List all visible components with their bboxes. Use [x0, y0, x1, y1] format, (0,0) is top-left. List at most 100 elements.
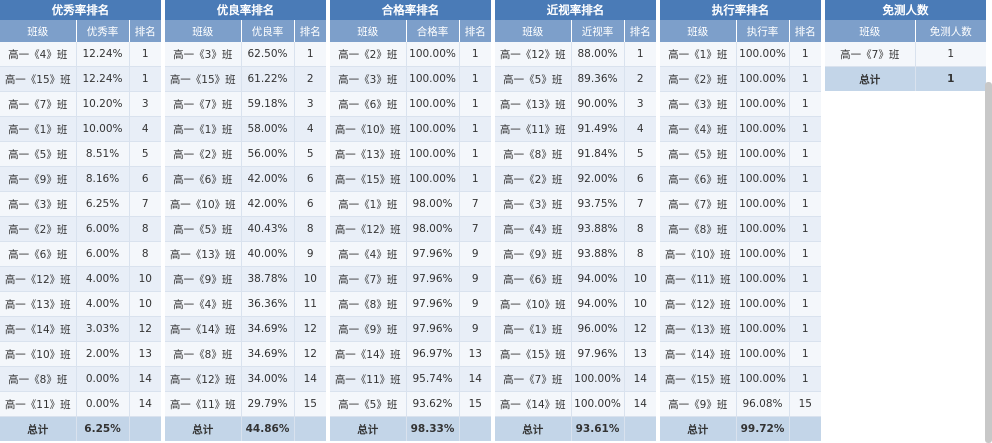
table-row: 高一《13》班 90.00% 3 [495, 91, 656, 117]
rank-cell: 7 [459, 191, 491, 217]
column-header-rate[interactable]: 近视率 [571, 20, 625, 42]
rank-cell: 11 [294, 291, 326, 317]
rank-cell: 7 [624, 191, 656, 217]
class-cell: 高一《13》班 [495, 91, 572, 117]
class-cell: 高一《12》班 [165, 366, 242, 392]
rate-cell: 91.84% [571, 141, 625, 167]
column-header-class[interactable]: 班级 [495, 20, 572, 42]
table-row: 高一《1》班 58.00% 4 [165, 116, 326, 142]
rate-cell: 100.00% [736, 241, 790, 267]
rank-cell: 3 [129, 91, 161, 117]
rank-cell: 10 [129, 266, 161, 292]
rank-cell: 14 [129, 391, 161, 417]
rate-cell: 10.00% [76, 116, 130, 142]
table-row: 高一《1》班 10.00% 4 [0, 116, 161, 142]
rank-cell: 14 [624, 391, 656, 417]
column-header-rate[interactable]: 优良率 [241, 20, 295, 42]
table-row: 高一《15》班 100.00% 1 [330, 166, 491, 192]
panel-title: 优良率排名 [165, 0, 326, 20]
vertical-scrollbar[interactable] [985, 82, 992, 443]
column-header-rank[interactable]: 排名 [129, 20, 161, 42]
rate-cell: 97.96% [571, 341, 625, 367]
column-header-rank[interactable]: 排名 [459, 20, 491, 42]
column-header-rate[interactable]: 优秀率 [76, 20, 130, 42]
class-cell: 高一《4》班 [495, 216, 572, 242]
total-label: 总计 [165, 416, 242, 441]
class-cell: 高一《11》班 [330, 366, 407, 392]
rate-cell: 34.00% [241, 366, 295, 392]
column-header-class[interactable]: 班级 [825, 20, 916, 42]
class-cell: 高一《3》班 [0, 191, 77, 217]
table-row: 高一《5》班 93.62% 15 [330, 391, 491, 417]
rank-cell: 3 [624, 91, 656, 117]
class-cell: 高一《13》班 [165, 241, 242, 267]
column-header-rank[interactable]: 排名 [294, 20, 326, 42]
table-row: 高一《7》班 1 [825, 42, 986, 67]
rate-cell: 100.00% [736, 66, 790, 92]
rate-cell: 62.50% [241, 42, 295, 67]
total-rank [624, 416, 656, 441]
rate-cell: 34.69% [241, 316, 295, 342]
column-header-rank[interactable]: 排名 [624, 20, 656, 42]
column-header-rate[interactable]: 执行率 [736, 20, 790, 42]
column-header-rate[interactable]: 合格率 [406, 20, 460, 42]
table-row: 高一《6》班 42.00% 6 [165, 166, 326, 192]
column-header-class[interactable]: 班级 [165, 20, 242, 42]
table-row: 高一《8》班 97.96% 9 [330, 291, 491, 317]
rate-cell: 100.00% [736, 291, 790, 317]
column-header-class[interactable]: 班级 [660, 20, 737, 42]
rank-cell: 1 [789, 266, 821, 292]
table-row: 高一《7》班 100.00% 1 [660, 191, 821, 217]
class-cell: 高一《10》班 [660, 241, 737, 267]
class-cell: 高一《9》班 [330, 316, 407, 342]
rate-cell: 12.24% [76, 42, 130, 67]
column-header-exempt-count[interactable]: 免测人数 [915, 20, 986, 42]
exempt-table: 班级 免测人数 高一《7》班 1 总计 1 [825, 20, 986, 91]
total-value: 99.72% [736, 416, 790, 441]
rank-cell: 1 [789, 141, 821, 167]
rank-cell: 1 [789, 166, 821, 192]
good-rate-ranking-panel: 优良率排名 班级 优良率 排名 高一《3》班 62.50% 1 高一《15》班 61.… [165, 0, 326, 441]
rank-cell: 6 [294, 191, 326, 217]
class-cell: 高一《2》班 [495, 166, 572, 192]
rank-cell: 8 [624, 241, 656, 267]
table-row: 高一《11》班 0.00% 14 [0, 391, 161, 417]
rank-cell: 9 [459, 316, 491, 342]
column-header-class[interactable]: 班级 [0, 20, 77, 42]
class-cell: 高一《6》班 [165, 166, 242, 192]
column-header-rank[interactable]: 排名 [789, 20, 821, 42]
class-cell: 高一《8》班 [165, 341, 242, 367]
table-row: 高一《7》班 59.18% 3 [165, 91, 326, 117]
table-row: 高一《2》班 6.00% 8 [0, 216, 161, 242]
table-row: 高一《4》班 100.00% 1 [660, 116, 821, 142]
rank-cell: 1 [789, 42, 821, 67]
rank-cell: 10 [129, 291, 161, 317]
class-cell: 高一《2》班 [660, 66, 737, 92]
class-cell: 高一《4》班 [330, 241, 407, 267]
rank-cell: 1 [459, 42, 491, 67]
rate-cell: 12.24% [76, 66, 130, 92]
class-cell: 高一《15》班 [495, 341, 572, 367]
table-row: 高一《7》班 97.96% 9 [330, 266, 491, 292]
total-row: 总计 93.61% [495, 416, 656, 441]
table-row: 高一《8》班 0.00% 14 [0, 366, 161, 392]
rank-cell: 9 [459, 241, 491, 267]
total-row: 总计 6.25% [0, 416, 161, 441]
table-row: 高一《10》班 100.00% 1 [330, 116, 491, 142]
rank-cell: 8 [129, 216, 161, 242]
class-cell: 高一《8》班 [330, 291, 407, 317]
class-cell: 高一《14》班 [495, 391, 572, 417]
rank-cell: 13 [129, 341, 161, 367]
rate-cell: 100.00% [736, 341, 790, 367]
table-row: 高一《7》班 100.00% 14 [495, 366, 656, 392]
class-cell: 高一《2》班 [330, 42, 407, 67]
rank-cell: 10 [294, 266, 326, 292]
class-cell: 高一《15》班 [0, 66, 77, 92]
rank-cell: 14 [624, 366, 656, 392]
panel-title: 近视率排名 [495, 0, 656, 20]
column-header-class[interactable]: 班级 [330, 20, 407, 42]
rank-cell: 14 [294, 366, 326, 392]
rate-cell: 56.00% [241, 141, 295, 167]
class-cell: 高一《3》班 [495, 191, 572, 217]
table-row: 高一《15》班 61.22% 2 [165, 66, 326, 92]
